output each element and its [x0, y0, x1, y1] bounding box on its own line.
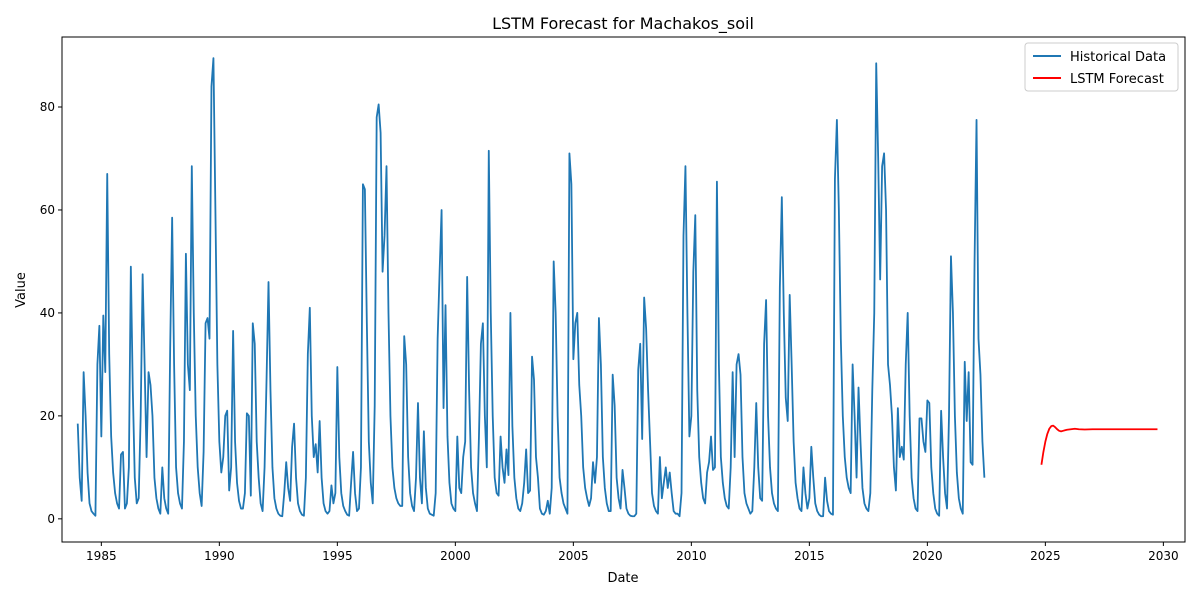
chart-title: LSTM Forecast for Machakos_soil: [492, 14, 754, 34]
y-tick-label: 20: [40, 409, 55, 423]
x-tick-label: 2015: [794, 549, 825, 563]
x-tick-label: 2025: [1030, 549, 1061, 563]
x-tick-label: 1990: [204, 549, 235, 563]
legend-box: [1024, 42, 1179, 92]
x-tick-label: 2030: [1148, 549, 1179, 563]
y-axis-label: Value: [14, 272, 29, 308]
series-line-forecast: [1040, 424, 1158, 465]
series-layer: [76, 57, 1158, 518]
y-tick-label: 80: [40, 100, 55, 114]
series-line-historical: [76, 57, 986, 518]
x-tick-label: 2000: [440, 549, 471, 563]
plot-area: 1985 1990 1995 2000 2005 2010 2015 2020 2025 2030…: [40, 36, 1186, 563]
legend-label-forecast: LSTM Forecast: [1070, 72, 1164, 87]
x-tick-label: 2020: [912, 549, 943, 563]
x-tick-label: 1995: [322, 549, 353, 563]
x-tick-label: 2010: [676, 549, 707, 563]
y-tick-label: 0: [47, 512, 55, 526]
plot-frame: [61, 36, 1186, 543]
y-tick-label: 60: [40, 203, 55, 217]
legend: Historical Data LSTM Forecast: [1024, 42, 1179, 92]
y-tick-label: 40: [40, 306, 55, 320]
x-tick-label: 2005: [558, 549, 589, 563]
legend-label-historical: Historical Data: [1070, 50, 1166, 65]
x-tick-label: 1985: [86, 549, 117, 563]
x-axis-label: Date: [607, 571, 638, 586]
y-axis-ticks: 0 20 40 60 80: [40, 100, 62, 526]
x-axis-ticks: 1985 1990 1995 2000 2005 2010 2015 2020 2025 2030: [86, 542, 1179, 563]
